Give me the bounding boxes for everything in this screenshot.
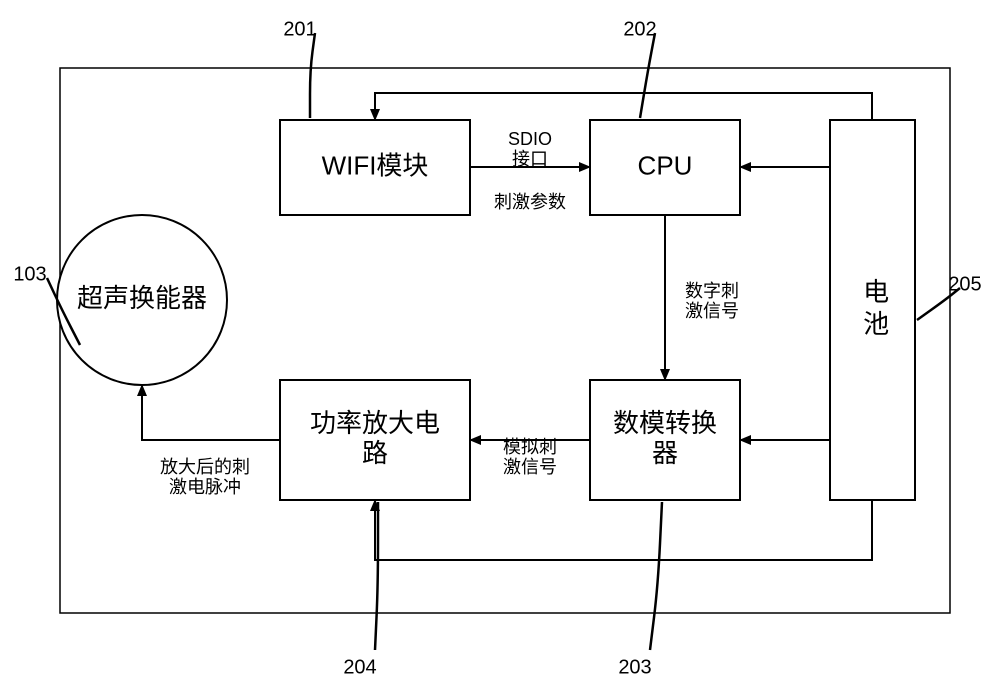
node-cpu-label: CPU (638, 150, 693, 180)
edge-cpu-to-dac-label-0: 数字刺激信号 (685, 281, 739, 321)
edge-dac-to-amp-label-0: 模拟刺激信号 (503, 437, 557, 477)
edge-amp-to-transducer (142, 385, 280, 440)
node-battery-label: 电池 (860, 278, 890, 342)
callout-c204-text: 204 (343, 656, 376, 678)
block-diagram: 超声换能器WIFI模块CPU数模转换器功率放大电路电池SDIO接口刺激参数数字刺… (0, 0, 1000, 700)
callout-c202-text: 202 (623, 18, 656, 40)
callout-c201-leader (310, 33, 315, 118)
node-transducer-label: 超声换能器 (77, 283, 207, 313)
node-wifi-label: WIFI模块 (322, 150, 429, 180)
edge-amp-to-transducer-label-0: 放大后的刺激电脉冲 (160, 457, 250, 497)
callout-c203-leader (650, 502, 662, 650)
callout-c203-text: 203 (618, 656, 651, 678)
callout-c103-text: 103 (13, 263, 46, 285)
edge-battery-to-wifi (375, 93, 872, 120)
callout-c202-leader (640, 33, 655, 118)
edge-wifi-to-cpu-label-1: 刺激参数 (494, 192, 566, 212)
callout-c205-text: 205 (948, 273, 981, 295)
callout-c201-text: 201 (283, 18, 316, 40)
edge-wifi-to-cpu-label-0: SDIO接口 (508, 129, 552, 169)
edge-battery-to-amp (375, 500, 872, 560)
